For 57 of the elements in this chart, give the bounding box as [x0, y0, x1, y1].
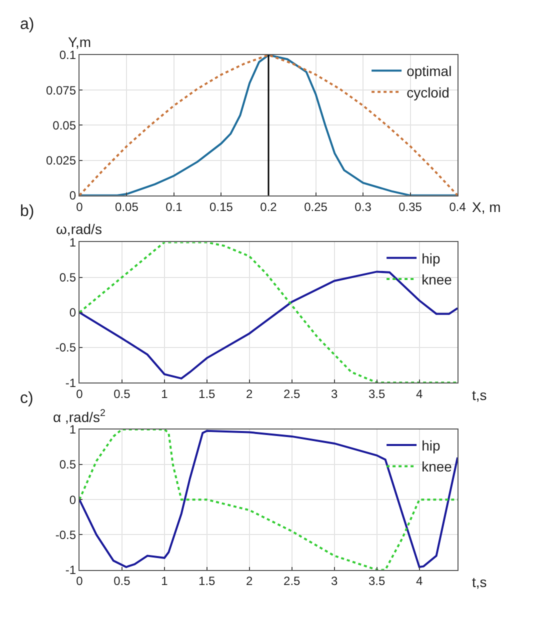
x-tick-label: 4: [416, 387, 423, 402]
x-tick-label: 3.5: [368, 387, 386, 402]
y-tick-label: 0.075: [46, 83, 76, 98]
x-tick-label: 0.05: [115, 200, 139, 214]
y-tick-label: -0.5: [55, 340, 76, 355]
y-tick-label: 0.5: [59, 458, 76, 472]
x-tick-label: 2.5: [284, 387, 301, 402]
x-tick-label: 0.15: [210, 200, 234, 214]
x-tick-label: 0.5: [114, 387, 131, 402]
y-tick-label: 0.1: [59, 48, 76, 62]
legend-label: cycloid: [406, 84, 450, 100]
x-tick-label: 0.1: [166, 200, 183, 214]
legend-label: hip: [422, 437, 440, 454]
x-axis-title: t,s: [472, 574, 487, 590]
y-tick-label: -1: [65, 563, 76, 578]
x-tick-label: 2.5: [284, 574, 301, 588]
x-tick-label: 0.2: [260, 200, 278, 214]
line-series: [79, 270, 458, 380]
line-series: [79, 242, 458, 383]
x-tick-label: 0.5: [114, 574, 131, 588]
x-axis-title: t,s: [472, 387, 487, 403]
x-tick-label: 0.25: [304, 200, 328, 214]
x-tick-label: 3.5: [368, 574, 386, 588]
y-tick-label: 1: [69, 422, 76, 437]
chart-title: b): [20, 203, 34, 220]
x-tick-label: 1.5: [198, 387, 216, 402]
y-tick-label: 0: [69, 492, 76, 507]
y-tick-label: -0.5: [55, 528, 76, 542]
x-tick-label: 4: [416, 574, 423, 588]
x-tick-label: 3: [331, 574, 338, 588]
x-tick-label: 0.3: [354, 200, 372, 214]
chart-title: a): [20, 16, 34, 33]
x-tick-label: 0.35: [398, 200, 422, 214]
x-tick-label: 2: [246, 387, 254, 402]
legend-label: optimal: [406, 63, 452, 80]
legend-label: knee: [422, 458, 452, 475]
x-tick-label: 1.5: [198, 574, 216, 588]
x-tick-label: 3: [331, 387, 338, 402]
y-tick-label: 0.05: [52, 118, 76, 132]
line-series: [79, 55, 458, 196]
legend-label: knee: [422, 271, 452, 288]
x-tick-label: 1: [161, 574, 168, 588]
y-tick-label: 0.025: [46, 154, 76, 168]
y-tick-label: 0.5: [59, 270, 76, 285]
x-axis-title: X, m: [472, 199, 501, 215]
y-axis-title: ω,rad/s: [56, 221, 102, 237]
y-tick-label: -1: [65, 376, 76, 390]
y-axis-title: Y,m: [68, 34, 92, 50]
x-tick-label: 2: [246, 574, 254, 588]
y-tick-label: 0: [69, 188, 76, 203]
legend-label: hip: [422, 250, 440, 266]
x-tick-label: 1: [161, 387, 168, 402]
y-axis-title: α ,rad/s$^{2}$: [53, 408, 106, 425]
chart-title: c): [20, 390, 34, 407]
x-tick-label: 0.4: [449, 200, 466, 214]
y-tick-label: 1: [69, 235, 76, 250]
y-tick-label: 0: [69, 306, 76, 320]
